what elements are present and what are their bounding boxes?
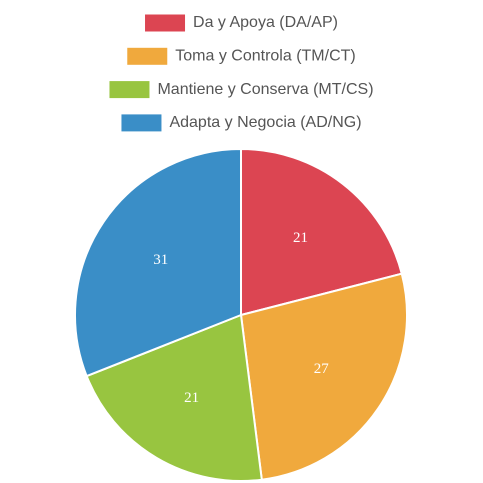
data-label: 21	[293, 230, 308, 246]
legend-label: Adapta y Negocia (AD/NG)	[169, 114, 361, 131]
legend-item: Toma y Controla (TM/CT)	[127, 47, 356, 65]
data-label: 31	[153, 252, 168, 268]
pie-slice	[85, 313, 263, 482]
legend-swatch	[145, 14, 186, 32]
legend-swatch	[121, 114, 162, 132]
pie-slice	[240, 147, 404, 317]
data-label: 27	[314, 361, 330, 377]
legend-swatch	[127, 47, 168, 65]
legend-label: Toma y Controla (TM/CT)	[175, 48, 355, 65]
pie-slice	[74, 147, 242, 378]
legend-label: Da y Apoya (DA/AP)	[193, 14, 338, 31]
legend-item: Adapta y Negocia (AD/NG)	[121, 114, 362, 132]
legend-label: Mantiene y Conserva (MT/CS)	[157, 81, 373, 98]
legend-swatch	[109, 81, 150, 99]
data-label: 21	[184, 390, 199, 406]
pie-slice	[239, 272, 408, 481]
legend-item: Da y Apoya (DA/AP)	[145, 14, 338, 32]
legend-item: Mantiene y Conserva (MT/CS)	[109, 81, 374, 99]
